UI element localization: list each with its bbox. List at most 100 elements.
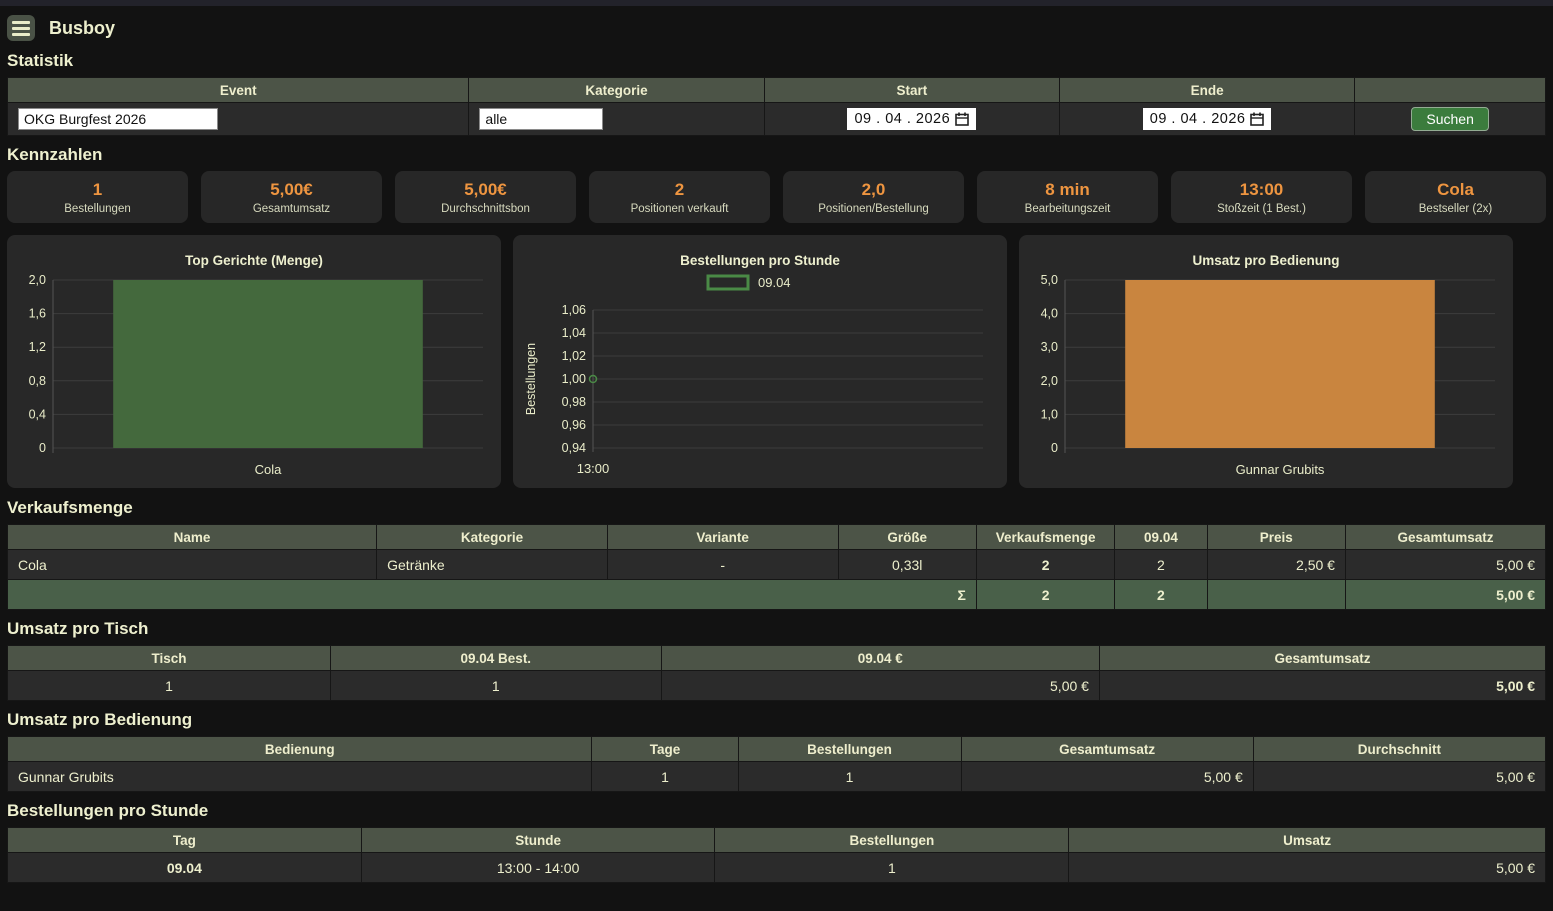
table-cell: 5,00 € [1344, 549, 1547, 580]
svg-text:13:00: 13:00 [577, 461, 610, 476]
bestellungen-pro-stunde-chart: 09.04 1,06 1,04 1,02 1,00 0,98 0,96 0,94 Bestell… [524, 274, 983, 476]
kpi-value: 5,00€ [464, 180, 507, 199]
event-input[interactable] [18, 108, 218, 130]
kpi-label: Positionen/Bestellung [818, 203, 929, 215]
top-gerichte-menge--chart: 2,0 1,6 1,2 0,8 0,4 0 Cola [29, 273, 483, 477]
chart-canvas-umsatz: 5,0 4,0 3,0 2,0 1,0 0 Gunnar Grubits [1027, 270, 1505, 482]
column-header: Tag [7, 827, 362, 853]
table-row: 1 1 5,00 €5,00 € [7, 670, 1547, 701]
app-title: Busboy [49, 17, 116, 38]
search-table: Event Kategorie Start Ende 09 . 04 . 202… [6, 77, 1546, 136]
sum-cell: 2 [1114, 579, 1208, 610]
svg-text:1,6: 1,6 [29, 307, 46, 321]
chart-bestellungen-pro-stunde: Bestellungen pro Stunde 09.04 1,06 1,04 1,0… [513, 235, 1007, 488]
umsatz-pro-tisch-heading: Umsatz pro Tisch [7, 619, 149, 638]
ende-date-input[interactable]: 09 . 04 . 2026 [1142, 108, 1272, 130]
suchen-button[interactable]: Suchen [1411, 107, 1489, 131]
svg-text:0,96: 0,96 [562, 418, 586, 432]
svg-text:0: 0 [39, 441, 46, 455]
column-header: 09.04 Best. [329, 645, 662, 671]
column-header: Gesamtumsatz [1098, 645, 1547, 671]
verkaufsmenge-heading: Verkaufsmenge [7, 498, 133, 517]
table-row: Gunnar Grubits 1 1 5,00 €5,00 € [6, 761, 1547, 792]
svg-text:5,0: 5,0 [1041, 273, 1058, 287]
bar [1125, 280, 1435, 448]
kpi-card: 13:00 Stoßzeit (1 Best.) [1171, 171, 1352, 223]
legend-label: 09.04 [758, 275, 791, 290]
kpi-row: 1 Bestellungen 5,00€ Gesamtumsatz 5,00€ Durch… [7, 171, 1546, 223]
table-cell: 5,00 € [960, 761, 1254, 792]
kategorie-input[interactable] [479, 108, 604, 130]
table-cell: 5,00 € [1098, 670, 1547, 701]
table-row: 09.04 13:00 - 14:00 1 5,00 € [7, 852, 1546, 883]
bestellungen-pro-stunde-heading: Bestellungen pro Stunde [7, 801, 209, 820]
column-header: Bedienung [6, 736, 593, 762]
kpi-value: 8 min [1045, 180, 1090, 199]
svg-text:3,0: 3,0 [1041, 340, 1058, 354]
kpi-label: Stoßzeit (1 Best.) [1217, 203, 1306, 215]
calendar-icon [955, 112, 969, 126]
svg-text:1,2: 1,2 [29, 340, 46, 354]
top-strip [0, 0, 1553, 6]
column-header: Verkaufsmenge [975, 524, 1116, 550]
column-header: Tage [591, 736, 739, 762]
search-header-start: Start [763, 77, 1060, 103]
table-cell: 2 [975, 549, 1116, 580]
column-header: Kategorie [376, 524, 608, 550]
chart-canvas-bestellungen: 09.04 1,06 1,04 1,02 1,00 0,98 0,96 0,94 Bestell… [521, 270, 999, 482]
kpi-card: 5,00€ Gesamtumsatz [201, 171, 382, 223]
chart-title: Umsatz pro Bedienung [1192, 253, 1340, 268]
table-cell: 5,00 € [660, 670, 1100, 701]
svg-text:2,0: 2,0 [29, 273, 46, 287]
svg-text:1,06: 1,06 [562, 303, 586, 317]
kpi-card: 2 Positionen verkauft [589, 171, 770, 223]
svg-text:0,8: 0,8 [29, 374, 46, 388]
search-header-event: Event [6, 77, 470, 103]
search-header-empty [1354, 77, 1546, 103]
kpi-value: Cola [1437, 180, 1474, 199]
kpi-label: Bearbeitungszeit [1024, 203, 1111, 215]
search-input-row: 09 . 04 . 2026 09 . 04 . 2026 Suchen [6, 102, 1546, 136]
table-cell: Getränke [376, 549, 608, 580]
sum-row: Σ 2 2 5,00 € [7, 579, 1547, 610]
svg-text:1,00: 1,00 [562, 372, 586, 386]
bar [113, 280, 423, 448]
table-row: Cola Getränke -0,33l 2 2 2,50 €5,00 € [6, 549, 1547, 580]
bestellungen_pro_stunde-table: Tag Stunde Bestellungen Umsatz 09.04 13:00 - … [7, 827, 1546, 883]
table-header-row: Tag Stunde Bestellungen Umsatz [7, 827, 1546, 853]
search-header-ende: Ende [1058, 77, 1356, 103]
table-header-row: Name Kategorie Variante Größe Verkaufsmenge 0… [6, 524, 1547, 550]
kpi-label: Bestseller (2x) [1418, 203, 1493, 215]
table-cell: 09.04 [7, 852, 362, 883]
hamburger-menu-icon[interactable] [7, 15, 35, 41]
column-header: 09.04 € [660, 645, 1100, 671]
column-header: Preis [1206, 524, 1346, 550]
kpi-value: 2 [674, 180, 685, 199]
column-header: Name [6, 524, 378, 550]
legend-swatch [706, 274, 750, 291]
table-cell: Gunnar Grubits [6, 761, 593, 792]
start-date-input[interactable]: 09 . 04 . 2026 [847, 108, 977, 130]
table-cell: 1 [7, 670, 331, 701]
table-cell: 0,33l [837, 549, 977, 580]
umsatz_pro_tisch-table: Tisch 09.04 Best. 09.04 € Gesamtumsatz 1 1 5,0… [7, 645, 1547, 701]
column-header: Tisch [7, 645, 331, 671]
table-cell: 1 [329, 670, 662, 701]
column-header: Gesamtumsatz [960, 736, 1254, 762]
chart-umsatz-pro-bedienung: Umsatz pro Bedienung 5,0 4,0 3,0 2,0 1,0 0 Gun… [1019, 235, 1513, 488]
start-date-value: 09 . 04 . 2026 [854, 111, 951, 127]
svg-text:Cola: Cola [255, 462, 283, 477]
svg-text:0,98: 0,98 [562, 395, 586, 409]
kpi-label: Gesamtumsatz [252, 203, 331, 215]
svg-text:2,0: 2,0 [1041, 374, 1058, 388]
kennzahlen-heading: Kennzahlen [7, 145, 103, 164]
kpi-card: 1 Bestellungen [7, 171, 188, 223]
svg-text:4,0: 4,0 [1041, 307, 1058, 321]
column-header: Gesamtumsatz [1344, 524, 1547, 550]
kpi-value: 2,0 [861, 180, 886, 199]
kpi-value: 5,00€ [270, 180, 313, 199]
chart-title: Bestellungen pro Stunde [680, 253, 840, 268]
svg-text:1,02: 1,02 [562, 349, 586, 363]
umsatz_pro_bedienung-table: Bedienung Tage Bestellungen Gesamtumsatz Dur… [6, 736, 1547, 792]
page: Busboy Statistik Event Kategorie Start E… [0, 6, 1553, 883]
